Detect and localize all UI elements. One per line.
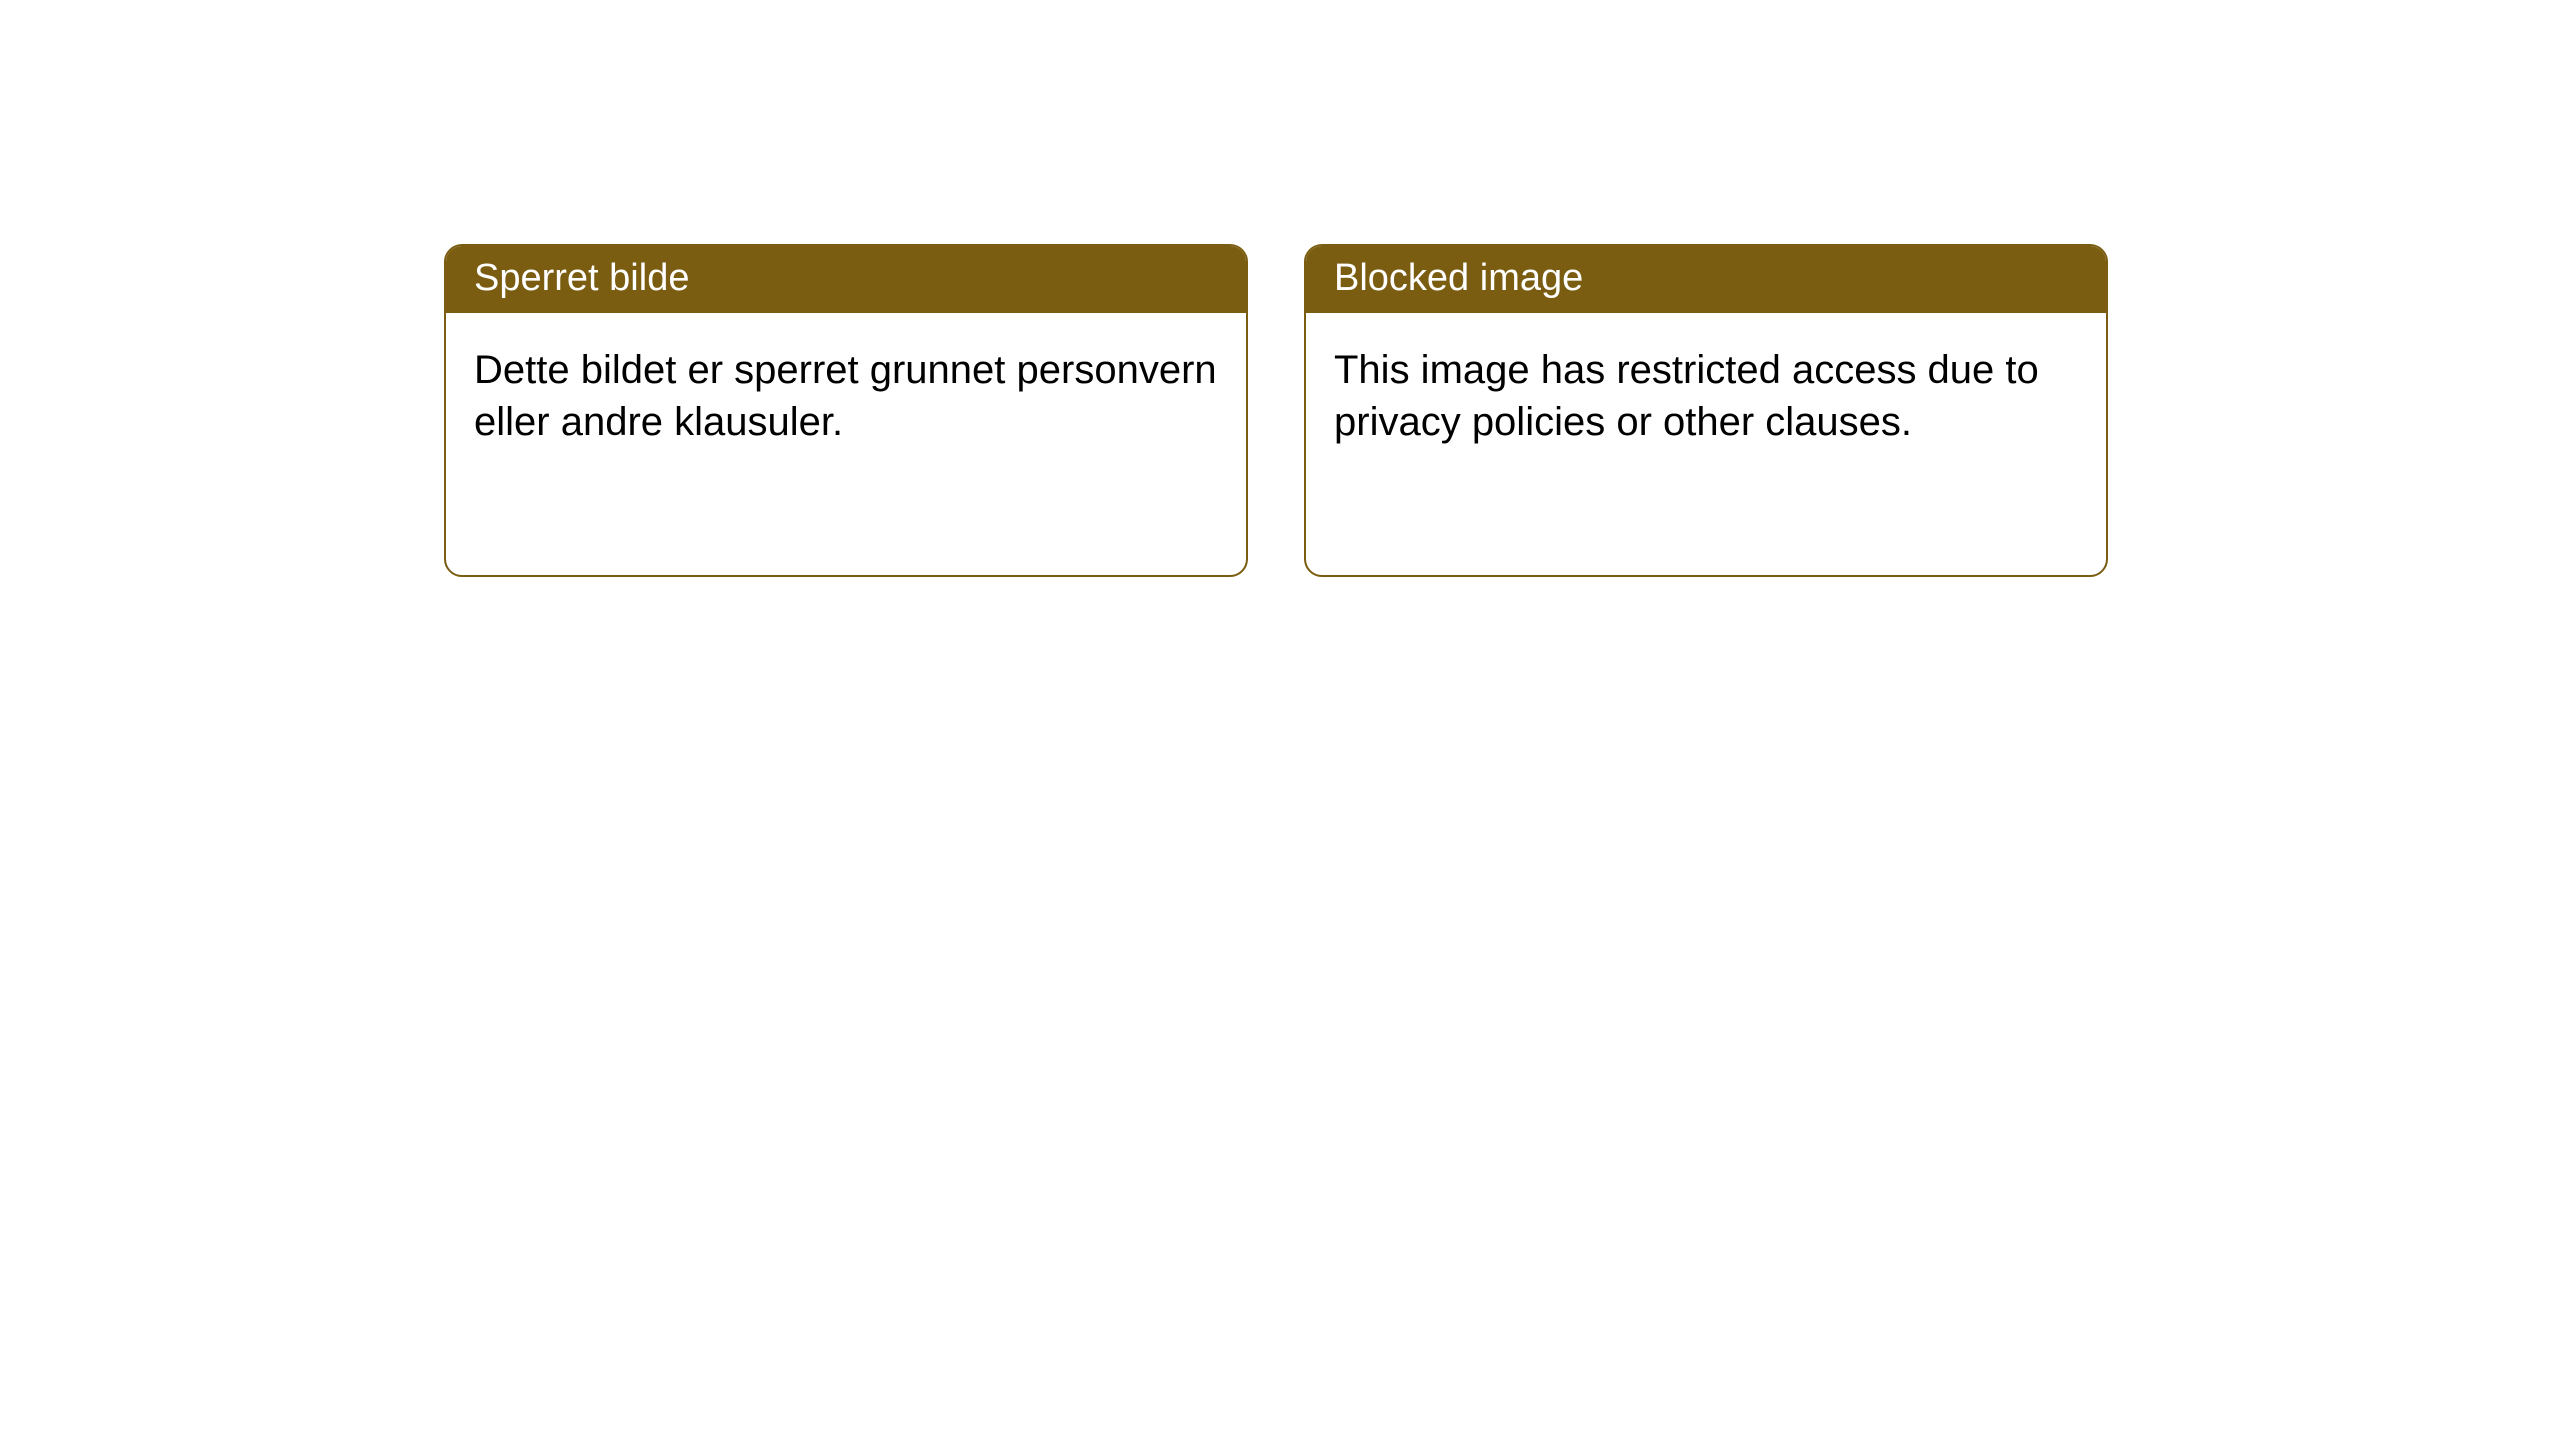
notice-title-norwegian: Sperret bilde <box>446 246 1246 313</box>
notice-title-english: Blocked image <box>1306 246 2106 313</box>
notice-box-english: Blocked image This image has restricted … <box>1304 244 2108 577</box>
notice-container: Sperret bilde Dette bildet er sperret gr… <box>0 0 2560 577</box>
notice-body-english: This image has restricted access due to … <box>1306 313 2106 479</box>
notice-body-norwegian: Dette bildet er sperret grunnet personve… <box>446 313 1246 479</box>
notice-box-norwegian: Sperret bilde Dette bildet er sperret gr… <box>444 244 1248 577</box>
